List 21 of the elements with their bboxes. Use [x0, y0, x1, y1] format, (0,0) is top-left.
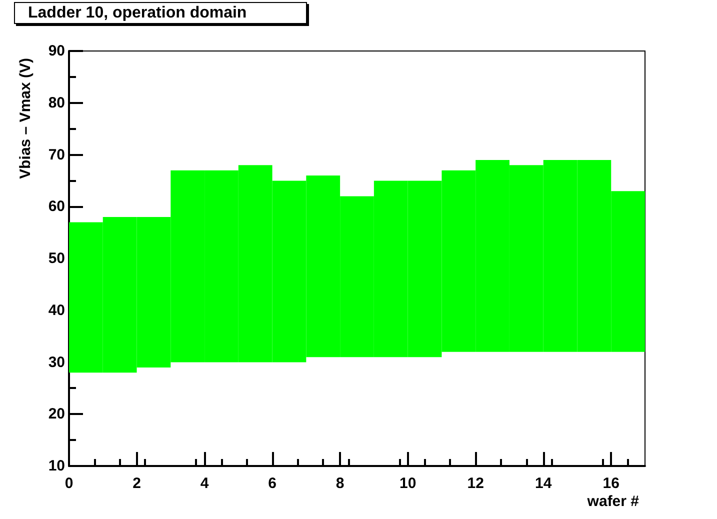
- x-tick-label: 2: [132, 475, 141, 492]
- x-tick-label: 0: [64, 475, 74, 492]
- y-tick-label: 20: [48, 406, 65, 423]
- y-tick-label: 50: [48, 250, 65, 267]
- y-tick-label: 70: [48, 146, 65, 164]
- x-tick-label: 12: [467, 475, 484, 492]
- x-tick-label: 8: [336, 475, 344, 492]
- chart-title: Ladder 10, operation domain: [28, 4, 247, 22]
- y-axis-title: Vbias – Vmax (V): [17, 58, 34, 179]
- y-tick-label: 60: [48, 198, 65, 216]
- y-tick-label: 80: [48, 94, 65, 112]
- x-axis-title: wafer #: [586, 493, 640, 510]
- y-tick-label: 40: [48, 302, 65, 319]
- x-tick-label: 10: [399, 475, 416, 492]
- x-tick-label: 16: [602, 475, 620, 492]
- x-tick-label: 4: [200, 475, 210, 492]
- x-tick-label: 14: [535, 475, 552, 492]
- y-tick-label: 90: [48, 42, 65, 60]
- y-tick-label: 30: [48, 354, 65, 371]
- x-tick-label: 6: [268, 475, 276, 492]
- y-tick-label: 10: [48, 458, 65, 474]
